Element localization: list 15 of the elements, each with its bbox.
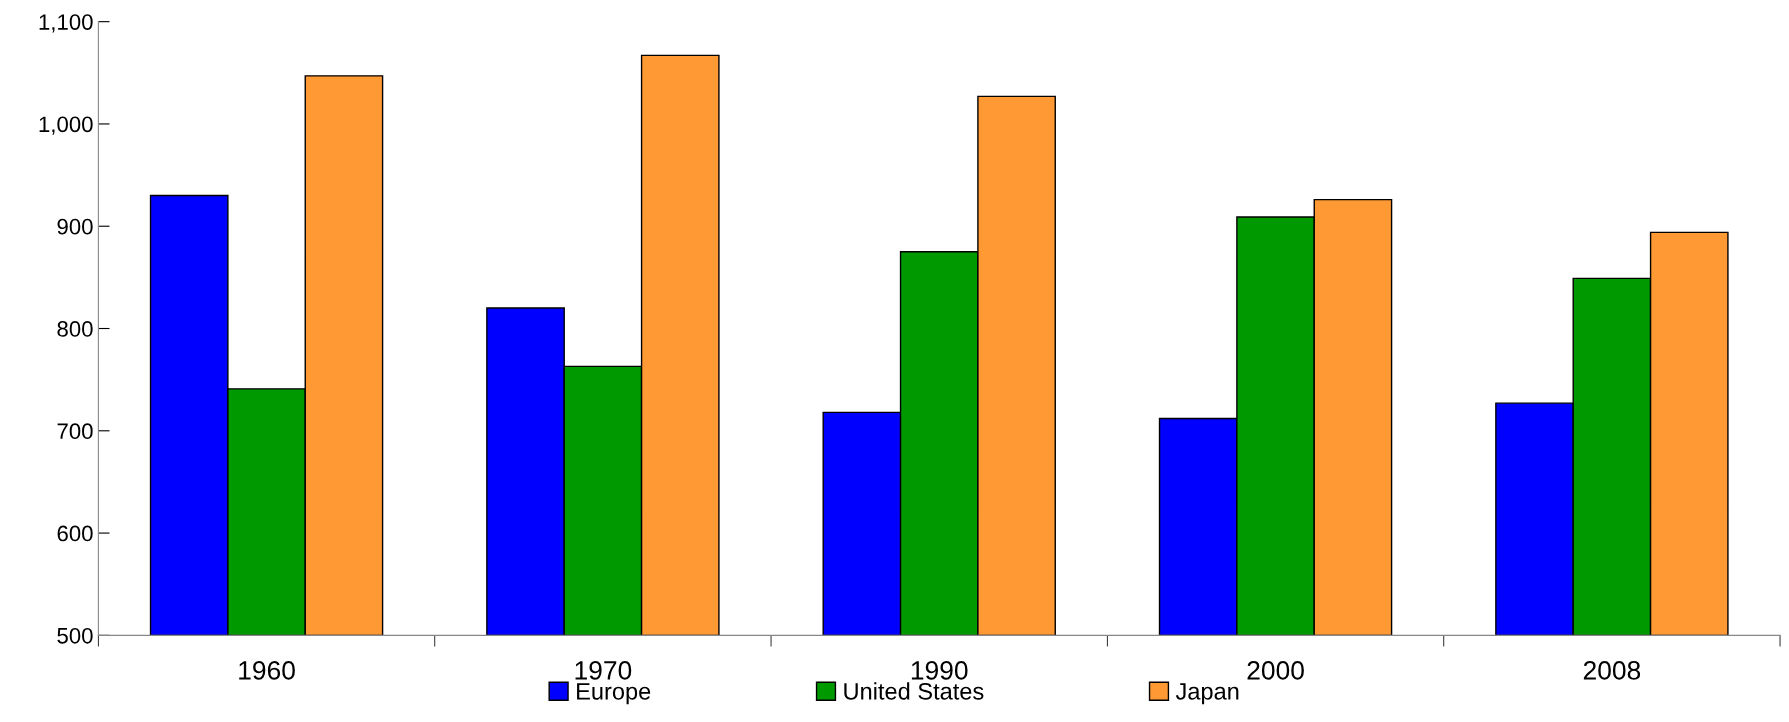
y-tick-label: 500 xyxy=(57,627,93,644)
y-tick-label: 1,100 xyxy=(39,14,93,33)
legend-label: United States xyxy=(844,682,984,700)
y-tick-label: 800 xyxy=(57,321,93,337)
x-tick-label: 2008 xyxy=(1583,661,1641,680)
legend-label: Europe xyxy=(577,683,651,705)
y-tick-label: 1,000 xyxy=(39,116,93,135)
legend-label: Japan xyxy=(1175,683,1239,705)
x-tick-label: 1960 xyxy=(239,661,295,680)
x-tick-label: 2000 xyxy=(1247,661,1304,680)
y-tick-label: 600 xyxy=(57,525,93,542)
x-tick-label: 1970 xyxy=(575,661,632,680)
y-tick-label: 900 xyxy=(57,218,93,235)
x-tick-label: 1990 xyxy=(911,661,968,680)
y-tick-label: 700 xyxy=(57,423,93,440)
